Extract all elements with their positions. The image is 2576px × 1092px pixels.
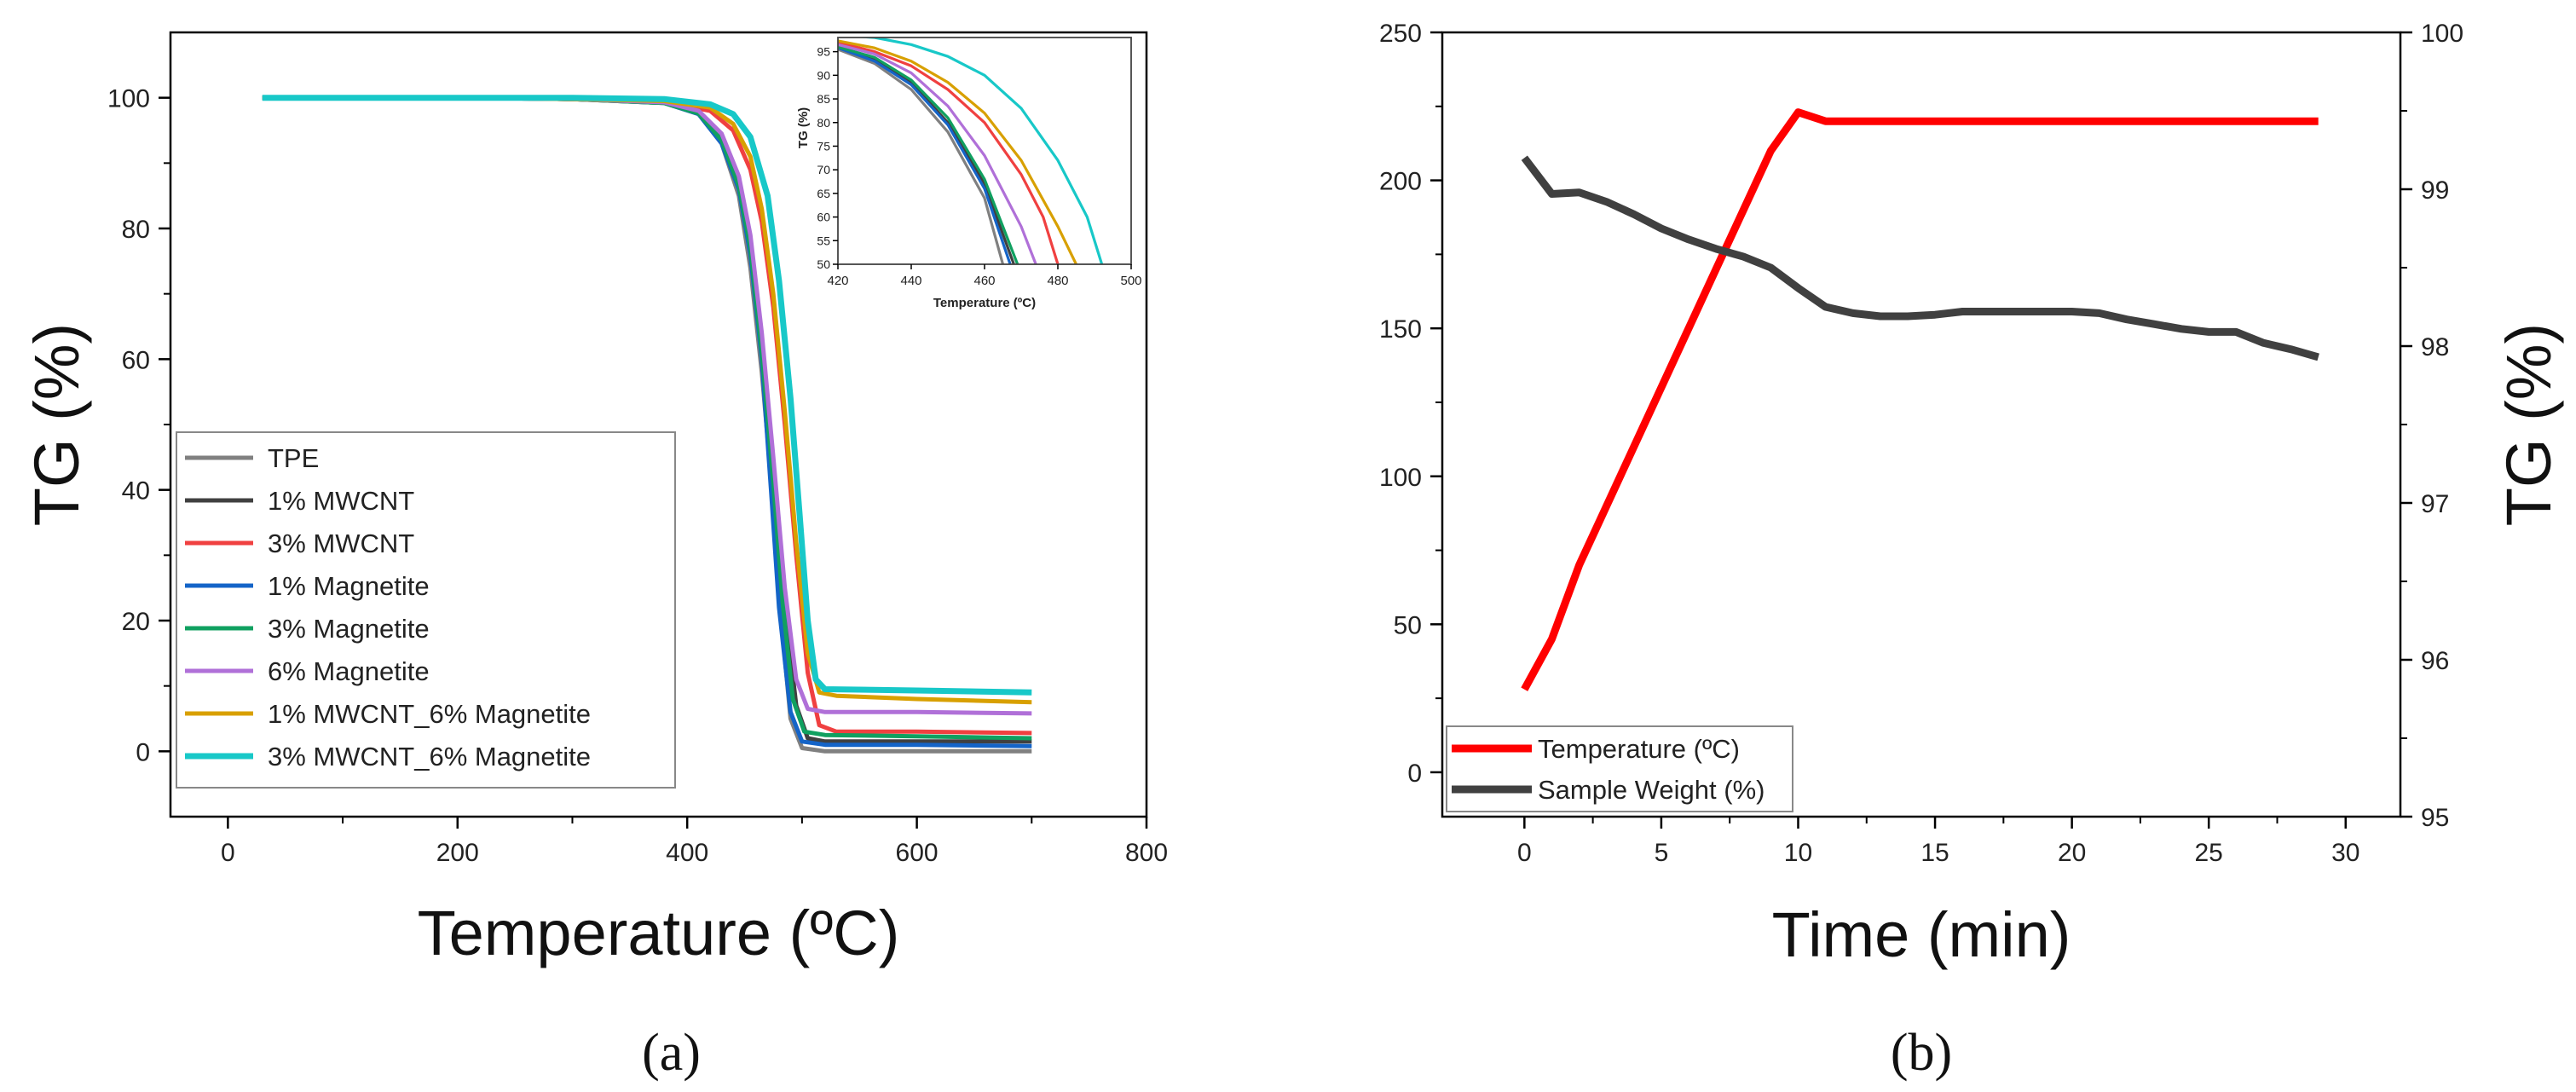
legend-box	[1446, 725, 1793, 812]
y-tick-label: 80	[122, 216, 150, 244]
y-right-tick-label: 99	[2421, 176, 2449, 205]
inset-y-tick-label: 75	[817, 139, 830, 153]
inset-y-tick-label: 95	[817, 45, 830, 59]
inset-y-tick-label: 70	[817, 163, 830, 176]
inset-series-line-mag1	[838, 46, 1012, 264]
legend-box	[176, 431, 676, 789]
panel-caption-b: (b)	[1891, 1024, 1952, 1082]
x-tick-label: 30	[2331, 839, 2359, 867]
x-tick-label: 25	[2195, 839, 2223, 867]
series-line-weight	[1521, 155, 2319, 361]
x-axis-title: Temperature (ºC)	[418, 898, 900, 968]
y-left-tick-label: 0	[1407, 760, 1422, 788]
inset-x-tick-label: 480	[1047, 274, 1068, 288]
legend-label: 1% MWCNT_6% Magnetite	[268, 699, 591, 729]
panel-a-chart: 0 200 400 600 800 0 20 40 60 80 100 Temperature (ºC…	[21, 31, 1168, 1082]
inset-y-tick-label: 85	[817, 92, 830, 106]
legend-label: 3% Magnetite	[268, 614, 430, 644]
x-tick-label: 400	[666, 839, 708, 867]
y-right-tick-label: 95	[2421, 804, 2449, 832]
inset-series-line-mag3	[838, 45, 1019, 264]
x-tick-label: 10	[1784, 839, 1812, 867]
y-right-axis-title: TG (%)	[2493, 323, 2564, 526]
y-tick-label: 0	[136, 738, 150, 766]
inset-y-tick-label: 50	[817, 257, 830, 271]
y-right-tick-label: 97	[2421, 490, 2449, 518]
legend-label: Temperature (ºC)	[1538, 734, 1740, 764]
inset-x-tick-label: 500	[1120, 274, 1141, 288]
inset-series-line-mw3mag6	[853, 38, 1104, 264]
inset-x-tick-label: 440	[900, 274, 921, 288]
y-right-tick-label: 100	[2421, 20, 2463, 48]
plot-frame	[1441, 31, 2402, 818]
panel-caption-a: (a)	[642, 1024, 701, 1082]
inset-x-tick-label: 460	[973, 274, 995, 288]
legend-label: 3% MWCNT	[268, 529, 414, 558]
y-tick-label: 40	[122, 477, 150, 506]
inset-series-line-mag6	[838, 43, 1037, 264]
inset-y-tick-label: 90	[817, 68, 830, 82]
legend-label: 1% Magnetite	[268, 571, 430, 601]
y-left-tick-label: 250	[1379, 20, 1422, 48]
x-tick-label: 600	[896, 839, 939, 867]
y-tick-label: 20	[122, 608, 150, 636]
legend-label: Sample Weight (%)	[1538, 775, 1765, 805]
inset-series-line-mw1mag6	[838, 39, 1077, 264]
x-axis-title: Time (min)	[1772, 899, 2071, 970]
legend-label: 3% MWCNT_6% Magnetite	[268, 742, 591, 771]
series-line-temperature	[1521, 108, 2319, 691]
inset-x-tick-label: 420	[827, 274, 848, 288]
legend-label: TPE	[268, 443, 319, 473]
y-tick-label: 60	[122, 346, 150, 374]
y-right-tick-label: 98	[2421, 333, 2449, 361]
inset-y-tick-label: 80	[817, 116, 830, 130]
inset-series-group	[838, 38, 1104, 264]
panel-b-chart: 0 5 10 15 20 25 30 0 50 100 150 200 250 95 96 97 98 99 100…	[1379, 20, 2564, 1082]
inset-background	[838, 38, 1131, 264]
y-tick-label: 100	[107, 85, 150, 113]
x-tick-label: 200	[436, 839, 479, 867]
legend-label: 1% MWCNT	[268, 486, 414, 516]
inset-series-line-mwcnt3	[838, 40, 1060, 264]
x-tick-label: 20	[2058, 839, 2086, 867]
inset-y-axis-title: TG (%)	[796, 107, 811, 148]
series-line-mw3mag6	[262, 95, 1032, 696]
y-left-tick-label: 100	[1379, 464, 1422, 492]
y-left-tick-label: 200	[1379, 168, 1422, 196]
y-right-tick-label: 96	[2421, 647, 2449, 675]
inset-series-line-tpe	[838, 48, 1005, 264]
x-tick-label: 5	[1655, 839, 1669, 867]
x-tick-label: 15	[1920, 839, 1949, 867]
inset-y-tick-label: 65	[817, 187, 830, 200]
y-axis-title: TG (%)	[21, 323, 92, 526]
y-left-tick-label: 150	[1379, 315, 1422, 344]
inset-y-tick-label: 60	[817, 211, 830, 224]
y-left-tick-label: 50	[1394, 611, 1422, 639]
inset-y-tick-label: 55	[817, 234, 830, 247]
x-tick-label: 0	[1517, 839, 1532, 867]
x-tick-label: 800	[1125, 839, 1168, 867]
x-tick-label: 0	[221, 839, 235, 867]
legend-label: 6% Magnetite	[268, 656, 430, 686]
plot-frame	[169, 31, 1148, 818]
inset-x-axis-title: Temperature (ºC)	[933, 296, 1036, 310]
